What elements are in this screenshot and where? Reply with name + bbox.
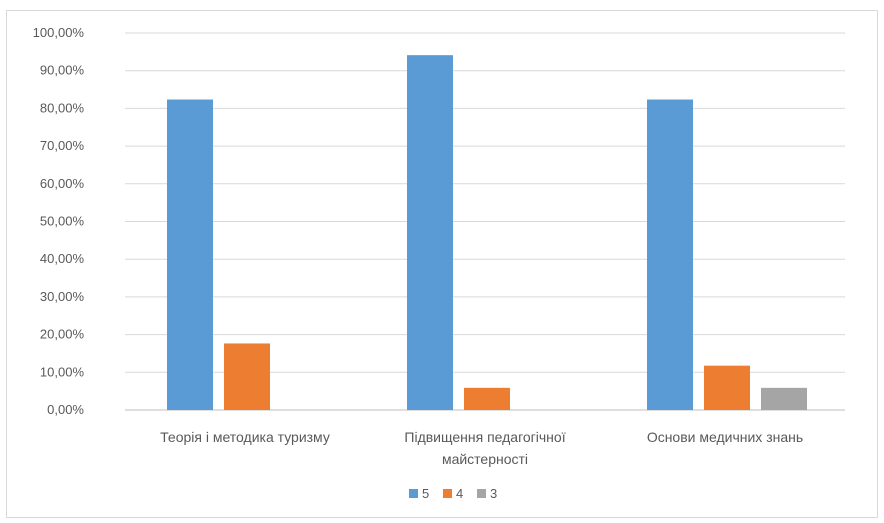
legend: 5 4 3: [409, 486, 497, 501]
bar-series-4: [224, 343, 270, 410]
bar-series-4: [704, 365, 750, 410]
bar-series-5: [407, 55, 453, 410]
y-axis-tick-labels: 0,00% 10,00% 20,00% 30,00% 40,00% 50,00% 60,00…: [33, 25, 85, 417]
legend-swatch: [443, 489, 452, 498]
y-tick-label: 10,00%: [40, 364, 85, 379]
y-tick-label: 90,00%: [40, 63, 85, 78]
bar-series-5: [167, 99, 213, 410]
y-tick-label: 80,00%: [40, 100, 85, 115]
y-tick-label: 30,00%: [40, 289, 85, 304]
bar-series-3: [761, 387, 807, 410]
legend-swatch: [477, 489, 486, 498]
y-tick-label: 0,00%: [47, 402, 84, 417]
y-tick-label: 70,00%: [40, 138, 85, 153]
bar-series-5: [647, 99, 693, 410]
category-label: Основи медичних знань: [647, 429, 803, 445]
y-tick-label: 60,00%: [40, 176, 85, 191]
y-tick-label: 40,00%: [40, 251, 85, 266]
legend-label: 4: [456, 486, 463, 501]
legend-label: 3: [490, 486, 497, 501]
bar-series-4: [464, 387, 510, 410]
bars: [167, 55, 807, 410]
category-label: майстерності: [442, 451, 528, 467]
legend-label: 5: [422, 486, 429, 501]
y-tick-label: 100,00%: [33, 25, 85, 40]
legend-swatch: [409, 489, 418, 498]
y-tick-label: 50,00%: [40, 214, 85, 229]
category-label: Підвищення педагогічної: [404, 429, 565, 445]
y-tick-label: 20,00%: [40, 327, 85, 342]
x-axis-category-labels: Теорія і методика туризму Підвищення педа…: [160, 429, 803, 467]
category-label: Теорія і методика туризму: [160, 429, 330, 445]
